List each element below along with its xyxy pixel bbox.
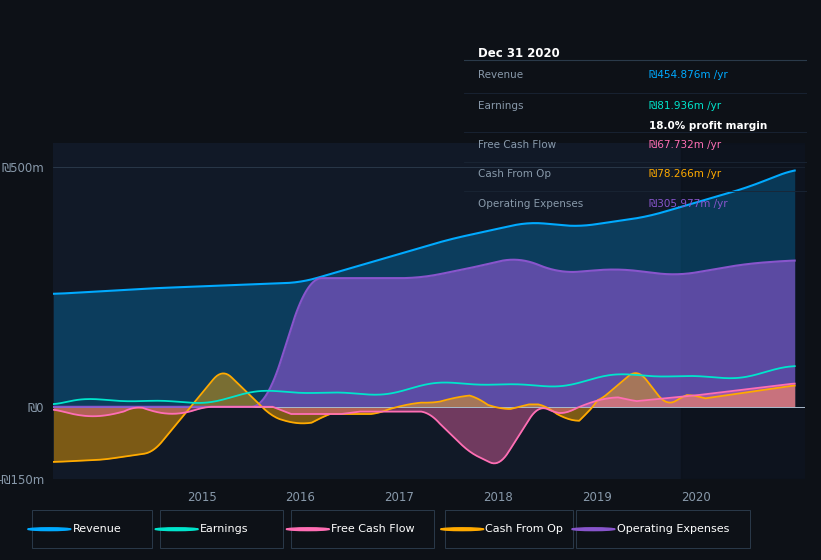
Text: Earnings: Earnings	[478, 101, 523, 111]
Text: 18.0% profit margin: 18.0% profit margin	[649, 121, 768, 130]
Text: ₪67.732m /yr: ₪67.732m /yr	[649, 140, 722, 150]
Circle shape	[28, 528, 71, 531]
Bar	[681, 143, 814, 479]
Text: Cash From Op: Cash From Op	[478, 170, 551, 179]
Circle shape	[287, 528, 329, 531]
Text: Revenue: Revenue	[478, 70, 523, 80]
Text: Earnings: Earnings	[200, 524, 248, 534]
Text: Free Cash Flow: Free Cash Flow	[478, 140, 556, 150]
Text: ₪78.266m /yr: ₪78.266m /yr	[649, 170, 722, 179]
Text: ₪305.977m /yr: ₪305.977m /yr	[649, 199, 727, 209]
Text: Revenue: Revenue	[72, 524, 122, 534]
Circle shape	[441, 528, 484, 531]
Text: ₪454.876m /yr: ₪454.876m /yr	[649, 70, 728, 80]
Circle shape	[155, 528, 199, 531]
Text: Operating Expenses: Operating Expenses	[617, 524, 729, 534]
Text: ₪81.936m /yr: ₪81.936m /yr	[649, 101, 722, 111]
Text: Operating Expenses: Operating Expenses	[478, 199, 583, 209]
Text: Cash From Op: Cash From Op	[485, 524, 563, 534]
Circle shape	[571, 528, 615, 531]
Text: Dec 31 2020: Dec 31 2020	[478, 46, 559, 60]
Text: Free Cash Flow: Free Cash Flow	[331, 524, 415, 534]
